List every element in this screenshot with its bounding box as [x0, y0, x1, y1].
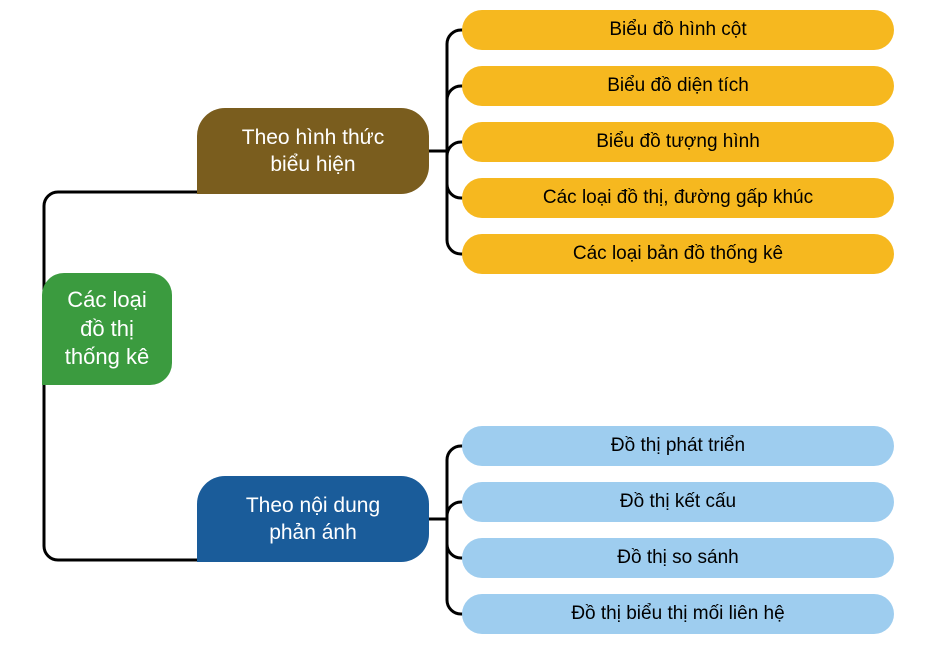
branch-content: Theo nội dungphản ánh	[197, 476, 429, 562]
branch-content-leaf-2: Đồ thị so sánh	[462, 538, 894, 578]
branch-form-leaf-2: Biểu đồ tượng hình	[462, 122, 894, 162]
connector-path	[447, 86, 462, 151]
branch-content-leaf-1-label: Đồ thị kết cấu	[620, 490, 736, 515]
branch-content-leaf-0-label: Đồ thị phát triển	[611, 434, 745, 459]
connector-path	[447, 502, 462, 519]
connector-path	[447, 151, 462, 254]
connector-path	[447, 519, 462, 558]
branch-content-leaf-3: Đồ thị biểu thị mối liên hệ	[462, 594, 894, 634]
connector-path	[447, 446, 462, 519]
connector-path	[447, 519, 462, 614]
branch-content-leaf-1: Đồ thị kết cấu	[462, 482, 894, 522]
branch-form-leaf-4: Các loại bản đồ thống kê	[462, 234, 894, 274]
connector-path	[44, 385, 197, 560]
branch-form-leaf-2-label: Biểu đồ tượng hình	[596, 130, 760, 155]
connector-path	[447, 151, 462, 198]
connector-path	[447, 30, 462, 151]
connector-path	[447, 142, 462, 156]
root-node-label: Các loạiđồ thịthống kê	[65, 286, 149, 372]
branch-form-leaf-3: Các loại đồ thị, đường gấp khúc	[462, 178, 894, 218]
branch-form-leaf-1: Biểu đồ diện tích	[462, 66, 894, 106]
branch-content-leaf-0: Đồ thị phát triển	[462, 426, 894, 466]
branch-content-leaf-3-label: Đồ thị biểu thị mối liên hệ	[571, 602, 784, 627]
branch-content-label: Theo nội dungphản ánh	[246, 492, 380, 547]
branch-form-leaf-0-label: Biểu đồ hình cột	[609, 18, 746, 43]
branch-form-leaf-0: Biểu đồ hình cột	[462, 10, 894, 50]
branch-form-label: Theo hình thứcbiểu hiện	[242, 124, 384, 179]
branch-form: Theo hình thứcbiểu hiện	[197, 108, 429, 194]
branch-form-leaf-3-label: Các loại đồ thị, đường gấp khúc	[543, 186, 813, 211]
branch-form-leaf-1-label: Biểu đồ diện tích	[607, 74, 749, 99]
branch-content-leaf-2-label: Đồ thị so sánh	[617, 546, 738, 571]
branch-form-leaf-4-label: Các loại bản đồ thống kê	[573, 242, 783, 267]
root-node: Các loạiđồ thịthống kê	[42, 273, 172, 385]
